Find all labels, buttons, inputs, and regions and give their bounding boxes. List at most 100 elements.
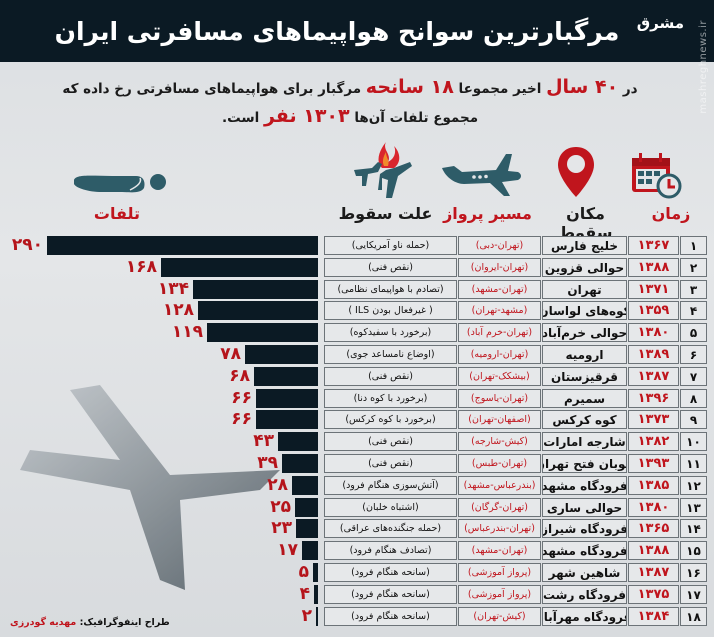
cause-cell: (حمله جنگنده‌های عراقی) (324, 519, 457, 538)
column-header-route: مسیر پرواز (443, 204, 532, 223)
row-number: ۴ (680, 301, 707, 320)
year-cell: ۱۳۹۶ (628, 389, 679, 408)
route-cell: (کیش-شارجه) (458, 432, 541, 451)
casualty-bar (295, 498, 318, 517)
table-row: ۱۲ ۱۳۸۵ فرودگاه مشهد (بندرعباس-مشهد) (آتش‌سو… (322, 476, 707, 495)
casualty-bar (256, 389, 318, 408)
place-cell: شاهین شهر (542, 563, 627, 582)
route-cell: (تهران-بندرعباس) (458, 519, 541, 538)
year-cell: ۱۳۶۷ (628, 236, 679, 255)
route-cell: (تهران-طبس) (458, 454, 541, 473)
row-number: ۱۲ (680, 476, 707, 495)
count-highlight: ۱۸ سانحه (365, 76, 454, 98)
year-cell: ۱۳۸۷ (628, 367, 679, 386)
casualty-bar (314, 585, 318, 604)
year-cell: ۱۳۷۵ (628, 585, 679, 604)
route-cell: (تهران-مشهد) (458, 541, 541, 560)
place-cell: حوالی قزوین (542, 258, 627, 277)
cause-cell: (حمله ناو آمریکایی) (324, 236, 457, 255)
year-cell: ۱۳۸۸ (628, 541, 679, 560)
casualty-bar (316, 607, 318, 626)
route-cell: (تهران-ارومیه) (458, 345, 541, 364)
route-cell: (مشهد-تهران) (458, 301, 541, 320)
credit-name: مهدیه گودرزی (10, 617, 77, 628)
casualty-bar (207, 323, 318, 342)
row-number: ۹ (680, 410, 707, 429)
place-cell: حوالی ساری (542, 498, 627, 517)
cause-cell: (نقص فنی) (324, 367, 457, 386)
place-cell: فرودگاه رشت (542, 585, 627, 604)
intro-text: اخیر مجموعا (458, 81, 542, 97)
row-number: ۲ (680, 258, 707, 277)
table-row: ۱۸ ۱۳۸۴ فرودگاه مهرآباد (کیش-تهران) (سانحه ه… (322, 607, 707, 626)
route-cell: (کیش-تهران) (458, 607, 541, 626)
calendar-clock-icon (632, 153, 682, 199)
casualty-bar (254, 367, 318, 386)
route-cell: (تهران-مشهد) (458, 280, 541, 299)
year-cell: ۱۳۷۳ (628, 410, 679, 429)
table-row: ۱۳ ۱۳۸۰ حوالی ساری (تهران-گرگان) (اشتباه خلب… (322, 498, 707, 517)
casualty-value: ۲۹۰ (11, 235, 43, 255)
route-cell: (تهران-گرگان) (458, 498, 541, 517)
plane-silhouette-image (20, 385, 280, 590)
place-cell: قرقیزستان (542, 367, 627, 386)
casualty-value: ۱۳۴ (157, 279, 189, 299)
place-cell: خلیج فارس (542, 236, 627, 255)
route-cell: (بندرعباس-مشهد) (458, 476, 541, 495)
place-cell: شارجه امارات (542, 432, 627, 451)
cause-cell: (آتش‌سوزی هنگام فرود) (324, 476, 457, 495)
year-cell: ۱۳۸۸ (628, 258, 679, 277)
cause-cell: ( غیرفعال بودن ILS ) (324, 301, 457, 320)
table-row: ۵ ۱۳۸۰ حوالی خرم‌آباد (تهران-خرم آباد) (برخو… (322, 323, 707, 342)
year-cell: ۱۳۸۴ (628, 607, 679, 626)
casualty-value: ۷۸ (220, 344, 241, 364)
place-cell: فرودگاه مشهد (542, 541, 627, 560)
casualty-value: ۲۵ (270, 497, 291, 517)
table-row: ۱ ۱۳۶۷ خلیج فارس (تهران-دبی) (حمله ناو آمریک… (322, 236, 707, 255)
route-cell: (پرواز آموزشی) (458, 563, 541, 582)
column-header-cause: علت سقوط (338, 204, 433, 223)
airplane-icon (442, 154, 521, 196)
place-cell: اتوبان فتح تهران (542, 454, 627, 473)
casualty-value: ۲۳ (271, 518, 292, 538)
route-cell: (تهران-یاسوج) (458, 389, 541, 408)
year-cell: ۱۳۹۳ (628, 454, 679, 473)
row-number: ۱۴ (680, 519, 707, 538)
casualty-value: ۲ (301, 606, 312, 626)
table-row: ۶ ۱۳۸۹ ارومیه (تهران-ارومیه) (اوضاع نامساعد … (322, 345, 707, 364)
route-cell: (تهران-خرم آباد) (458, 323, 541, 342)
year-cell: ۱۳۷۱ (628, 280, 679, 299)
cause-cell: (سانحه هنگام فرود) (324, 585, 457, 604)
table-row: ۷ ۱۳۸۷ قرقیزستان (بیشکک-تهران) (نقص فنی) (322, 367, 707, 386)
casualty-bar (245, 345, 318, 364)
casualty-bar (302, 541, 318, 560)
year-cell: ۱۳۶۵ (628, 519, 679, 538)
cause-cell: (برخورد با سفیدکوه) (324, 323, 457, 342)
casualty-value: ۶۸ (229, 366, 250, 386)
casualty-value: ۱۷ (277, 540, 298, 560)
casualty-bar (47, 236, 318, 255)
place-cell: کوه کرکس (542, 410, 627, 429)
row-number: ۸ (680, 389, 707, 408)
intro-text: مرگبار برای هواپیماهای مسافرتی رخ داده ک… (62, 81, 362, 97)
cause-cell: (تصادم با هواپیمای نظامی) (324, 280, 457, 299)
casualty-bar (193, 280, 318, 299)
years-highlight: ۴۰ سال (546, 76, 619, 98)
row-number: ۶ (680, 345, 707, 364)
header-bar: مرگبارترین سوانح هواپیماهای مسافرتی ایرا… (0, 0, 714, 62)
place-cell: حوالی خرم‌آباد (542, 323, 627, 342)
year-cell: ۱۳۸۷ (628, 563, 679, 582)
casualty-bar (282, 454, 318, 473)
page-title: مرگبارترین سوانح هواپیماهای مسافرتی ایرا… (54, 16, 620, 46)
casualty-value: ۱۲۸ (162, 300, 194, 320)
casualty-bar (292, 476, 318, 495)
table-row: ۱۵ ۱۳۸۸ فرودگاه مشهد (تهران-مشهد) (تصادف هنگ… (322, 541, 707, 560)
cause-cell: (نقص فنی) (324, 454, 457, 473)
casualty-value: ۶۶ (231, 409, 252, 429)
column-header-time: زمان (651, 204, 691, 223)
place-cell: فرودگاه مهرآباد (542, 607, 627, 626)
casualty-value: ۲۸ (267, 475, 288, 495)
table-row: ۲ ۱۳۸۸ حوالی قزوین (تهران-ایروان) (نقص فنی) (322, 258, 707, 277)
cause-cell: (نقص فنی) (324, 258, 457, 277)
row-number: ۱۶ (680, 563, 707, 582)
